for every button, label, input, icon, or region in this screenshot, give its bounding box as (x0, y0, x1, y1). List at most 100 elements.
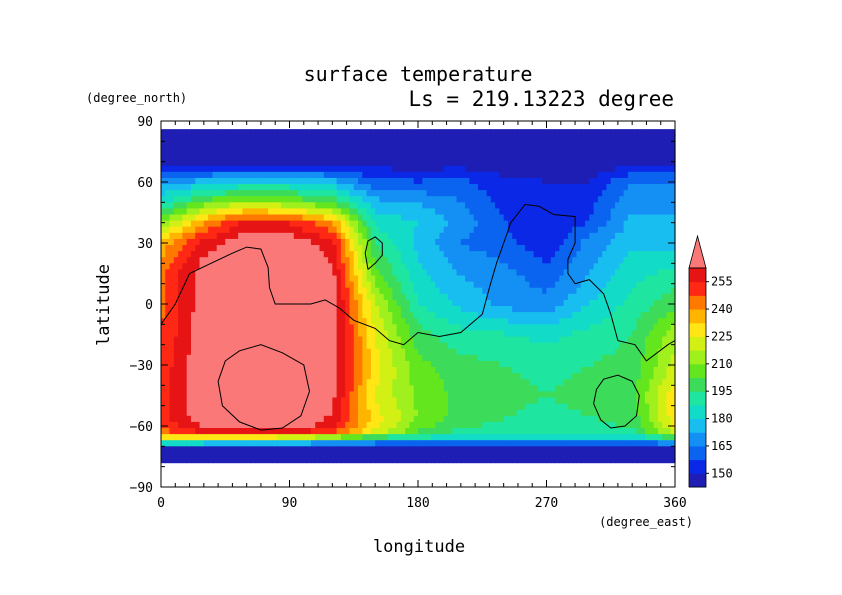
field-cell (238, 153, 243, 161)
field-cell (298, 318, 303, 325)
field-cell (580, 184, 586, 191)
field-cell (456, 171, 462, 179)
field-cell (520, 251, 526, 258)
field-cell (563, 281, 569, 289)
field-cell (272, 257, 278, 264)
field-cell (490, 306, 496, 313)
field-cell (208, 342, 213, 350)
field-cell (208, 257, 213, 264)
field-cell (666, 324, 672, 332)
field-cell (396, 245, 402, 252)
field-cell (289, 171, 295, 179)
field-cell (593, 312, 599, 319)
field-cell (242, 330, 248, 338)
field-cell (580, 196, 586, 203)
field-cell (255, 184, 261, 191)
field-cell (456, 202, 462, 210)
field-cell (418, 360, 423, 368)
field-cell (268, 129, 273, 136)
field-cell (662, 373, 668, 380)
field-cell (255, 287, 261, 295)
field-cell (576, 257, 582, 264)
field-cell (186, 324, 192, 332)
field-cell (161, 226, 166, 234)
field-cell (233, 171, 239, 179)
field-cell (293, 245, 299, 252)
field-cell (199, 159, 205, 167)
field-cell (238, 147, 243, 155)
field-cell (383, 153, 389, 161)
field-cell (289, 275, 295, 283)
field-cell (315, 269, 321, 277)
field-cell (255, 153, 261, 161)
field-cell (529, 159, 535, 167)
field-cell (405, 220, 411, 228)
field-cell (585, 318, 590, 325)
field-cell (409, 287, 415, 295)
field-cell (323, 232, 329, 240)
field-cell (426, 177, 432, 185)
field-cell (533, 184, 539, 191)
field-cell (332, 159, 338, 167)
field-cell (537, 129, 543, 136)
field-cell (597, 354, 603, 362)
field-cell (503, 165, 509, 173)
field-cell (319, 159, 325, 167)
field-cell (572, 312, 578, 319)
field-cell (276, 232, 282, 240)
field-cell (349, 129, 355, 136)
field-cell (375, 135, 381, 142)
field-cell (619, 287, 625, 295)
field-cell (627, 184, 633, 191)
field-cell (443, 312, 449, 319)
field-cell (636, 129, 642, 136)
field-cell (345, 214, 351, 222)
field-cell (216, 184, 222, 191)
field-cell (426, 324, 432, 332)
field-cell (345, 232, 351, 240)
field-cell (619, 367, 625, 374)
field-cell (293, 318, 299, 325)
field-cell (499, 348, 505, 356)
field-cell (636, 184, 642, 191)
field-cell (430, 257, 436, 264)
field-cell (169, 275, 175, 283)
field-cell (208, 354, 213, 362)
field-cell (190, 281, 196, 289)
field-cell (559, 318, 565, 325)
field-cell (653, 159, 659, 167)
field-cell (559, 232, 565, 240)
field-cell (452, 214, 458, 222)
field-cell (272, 287, 278, 295)
field-cell (645, 202, 650, 210)
field-cell (430, 129, 436, 136)
field-cell (229, 171, 235, 179)
field-cell (435, 171, 441, 179)
field-cell (388, 129, 393, 136)
field-cell (555, 281, 560, 289)
field-cell (499, 360, 505, 368)
field-cell (315, 202, 321, 210)
field-cell (246, 263, 252, 271)
field-cell (623, 312, 629, 319)
field-cell (627, 220, 633, 228)
field-cell (178, 360, 184, 368)
field-cell (657, 330, 663, 338)
field-cell (422, 263, 428, 271)
field-cell (405, 232, 411, 240)
field-cell (268, 196, 273, 203)
field-cell (439, 147, 445, 155)
field-cell (439, 165, 445, 173)
field-cell (255, 336, 261, 344)
field-cell (465, 159, 470, 167)
field-cell (529, 184, 535, 191)
field-cell (323, 208, 329, 216)
field-cell (178, 220, 184, 228)
field-cell (469, 184, 475, 191)
field-cell (589, 135, 595, 142)
field-cell (388, 232, 393, 240)
field-cell (195, 336, 201, 344)
field-cell (452, 238, 458, 246)
field-cell (512, 318, 518, 325)
field-cell (426, 367, 432, 374)
